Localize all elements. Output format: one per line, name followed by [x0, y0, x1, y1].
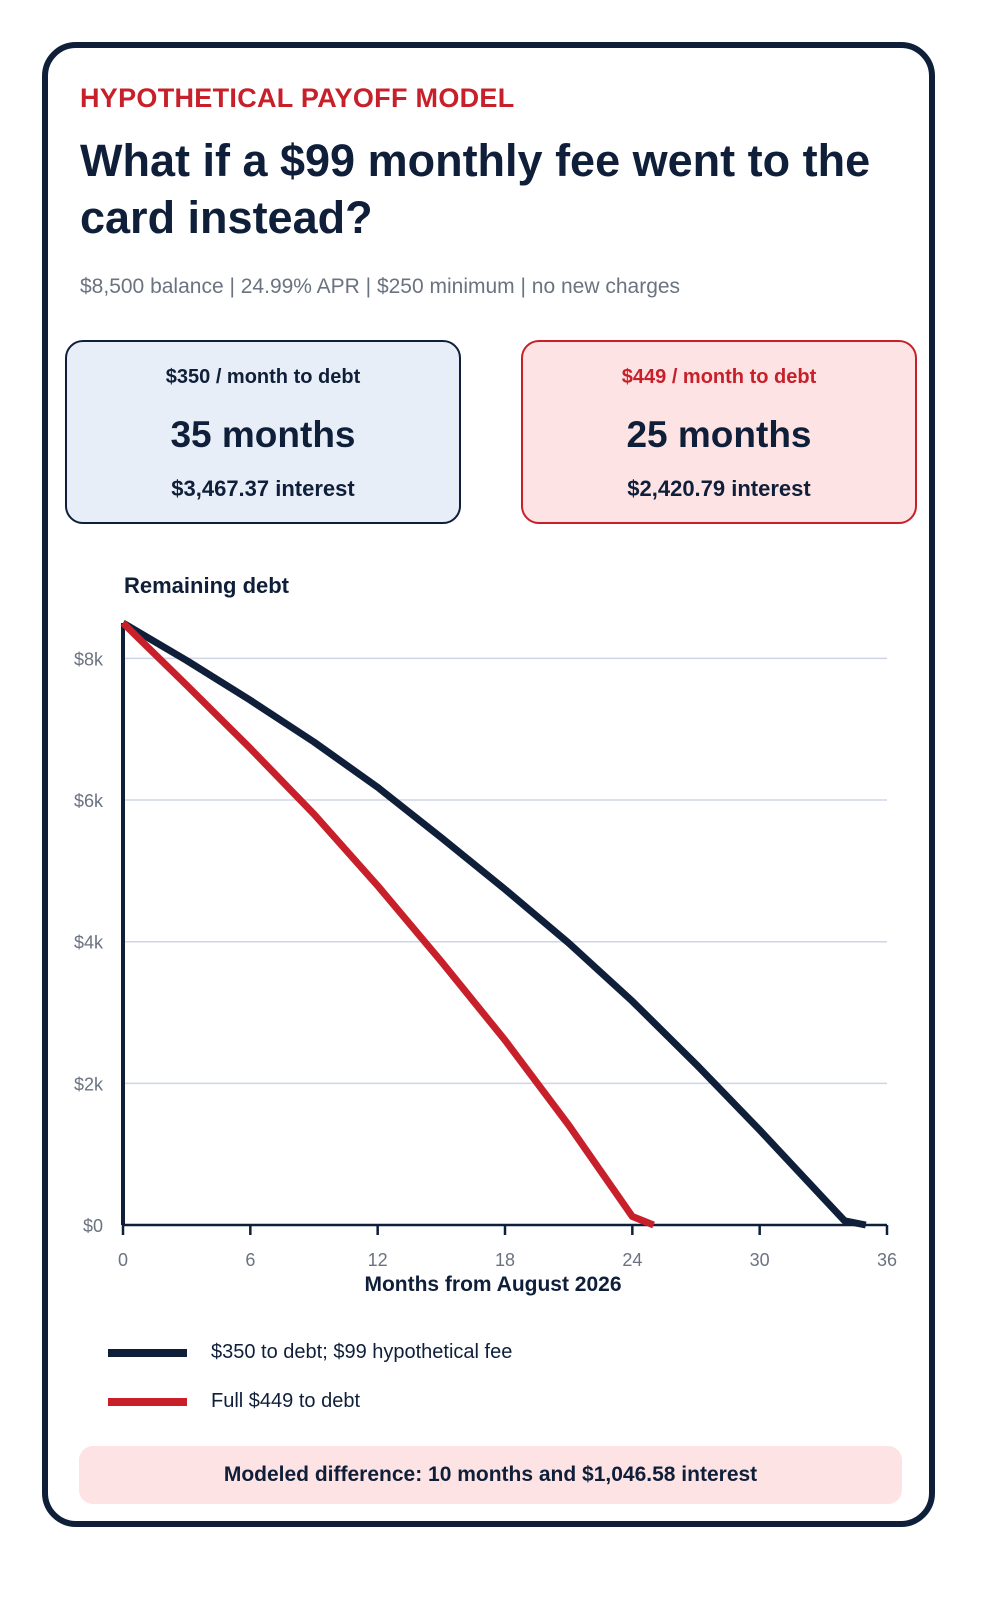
scenario-card-449: $449 / month to debt 25 months $2,420.79… [521, 340, 917, 524]
scenario-months: 35 months [170, 414, 356, 455]
scenario-label: $449 / month to debt [621, 366, 817, 388]
series-line-449 [120, 620, 655, 1229]
x-tick-label: 30 [750, 1250, 770, 1270]
legend-label: Full $449 to debt [211, 1390, 360, 1412]
x-tick-label: 12 [368, 1250, 388, 1270]
debt-payoff-chart: $0 $2k $4k $6k $8k 0 6 12 18 24 30 36 Months from Au… [74, 619, 897, 1296]
y-tick-label: $4k [74, 933, 104, 953]
x-tick-label: 0 [118, 1250, 128, 1270]
x-tick-label: 36 [877, 1250, 897, 1270]
assumptions-subtitle: $8,500 balance | 24.99% APR | $250 minim… [80, 275, 681, 298]
legend-swatch-navy [108, 1349, 187, 1357]
scenario-label: $350 / month to debt [165, 366, 361, 388]
x-axis-title: Months from August 2026 [364, 1273, 621, 1296]
y-tick-label: $6k [74, 791, 104, 811]
scenario-interest: $3,467.37 interest [171, 476, 355, 501]
x-tick-label: 24 [622, 1250, 642, 1270]
scenario-months: 25 months [626, 414, 812, 455]
legend-label: $350 to debt; $99 hypothetical fee [211, 1341, 513, 1363]
y-tick-label: $0 [83, 1216, 103, 1236]
series-line-350 [121, 619, 867, 1229]
y-tick-label: $8k [74, 649, 104, 669]
x-tick-label: 6 [245, 1250, 255, 1270]
legend-swatch-red [108, 1398, 187, 1406]
x-tick-label: 18 [495, 1250, 515, 1270]
card-frame [42, 42, 935, 1527]
y-tick-label: $2k [74, 1074, 104, 1094]
scenario-interest: $2,420.79 interest [627, 476, 811, 501]
scenario-card-350: $350 / month to debt 35 months $3,467.37… [65, 340, 461, 524]
difference-summary: Modeled difference: 10 months and $1,046… [79, 1446, 902, 1504]
page-title: What if a $99 monthly fee went to the ca… [80, 135, 871, 243]
eyebrow-label: HYPOTHETICAL PAYOFF MODEL [80, 83, 515, 113]
chart-title: Remaining debt [124, 573, 290, 598]
